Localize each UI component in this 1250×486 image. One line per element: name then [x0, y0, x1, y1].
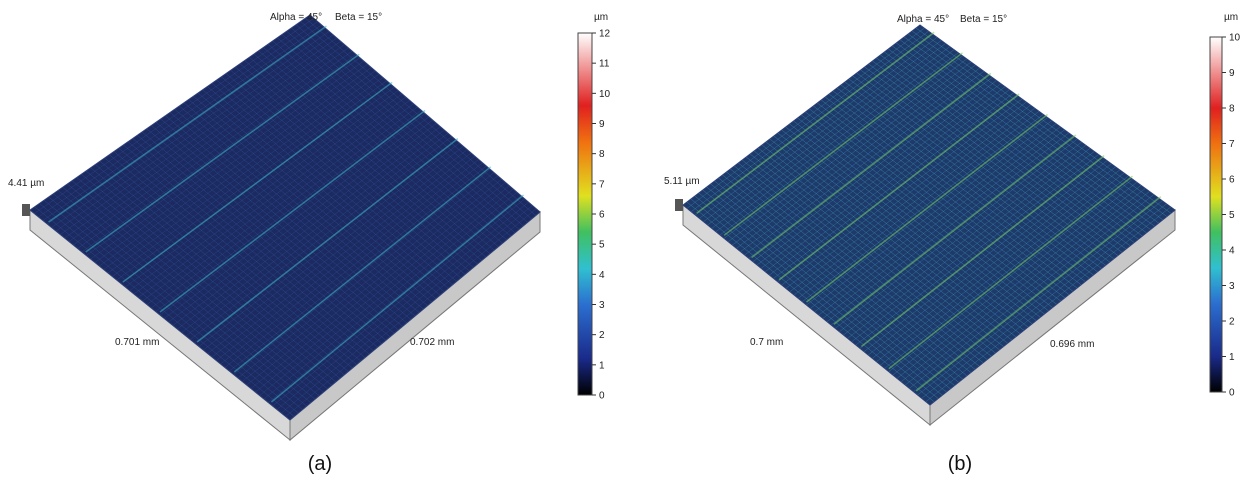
height-label: 5.11 µm	[664, 176, 700, 187]
colorbar-tick-label: 3	[599, 300, 605, 311]
colorbar-tick-label: 0	[599, 391, 605, 402]
colorbar-tick-label: 8	[1229, 104, 1235, 115]
z-marker	[22, 204, 30, 216]
figure: Alpha = 45° Beta = 15° 4.41 µm 0.701 mm 0.70…	[0, 0, 1250, 486]
view-alpha: Alpha = 45°	[897, 14, 949, 25]
colorbar-tick-label: 2	[599, 330, 605, 341]
surface-panel	[675, 25, 1175, 425]
colorbar-tick-label: 10	[1229, 33, 1241, 44]
view-beta: Beta = 15°	[960, 14, 1007, 25]
colorbar	[1210, 37, 1222, 392]
z-marker	[675, 199, 683, 211]
colorbar-tick-label: 12	[599, 29, 611, 40]
colorbar-unit: µm	[594, 12, 608, 23]
colorbar-tick-label: 1	[1229, 352, 1235, 363]
colorbar-tick-label: 3	[1229, 281, 1235, 292]
colorbar-tick-label: 5	[1229, 210, 1235, 221]
colorbar-tick-label: 7	[599, 179, 605, 190]
height-label: 4.41 µm	[8, 178, 44, 189]
colorbar	[578, 33, 592, 395]
length-y: 0.696 mm	[1050, 339, 1094, 350]
view-beta: Beta = 15°	[335, 12, 382, 23]
colorbar-tick-label: 9	[599, 119, 605, 130]
colorbar-tick-label: 4	[599, 270, 605, 281]
colorbar-tick-label: 6	[599, 210, 605, 221]
colorbar-tick-label: 6	[1229, 175, 1235, 186]
colorbar-unit: µm	[1224, 12, 1238, 23]
view-alpha: Alpha = 45°	[270, 12, 322, 23]
length-x: 0.7 mm	[750, 337, 783, 348]
colorbar-tick-label: 1	[599, 360, 605, 371]
colorbar-tick-label: 7	[1229, 139, 1235, 150]
caption: (a)	[308, 453, 332, 475]
colorbar-tick-label: 2	[1229, 317, 1235, 328]
colorbar-tick-label: 4	[1229, 246, 1235, 257]
colorbar-tick-label: 10	[599, 89, 611, 100]
colorbar-tick-label: 9	[1229, 68, 1235, 79]
colorbar-tick-label: 5	[599, 240, 605, 251]
colorbar-tick-label: 0	[1229, 388, 1235, 399]
length-y: 0.702 mm	[410, 337, 454, 348]
length-x: 0.701 mm	[115, 337, 159, 348]
caption: (b)	[948, 453, 972, 475]
colorbar-tick-label: 8	[599, 149, 605, 160]
surface-panel	[22, 15, 540, 440]
colorbar-tick-label: 11	[599, 59, 610, 70]
